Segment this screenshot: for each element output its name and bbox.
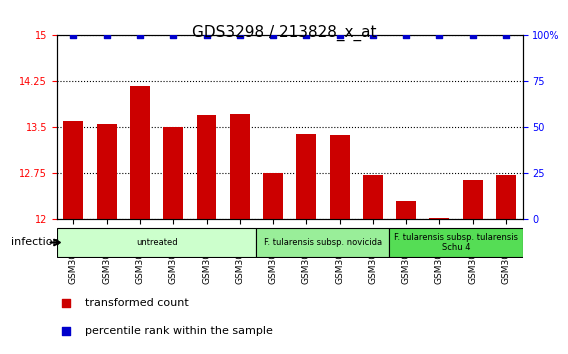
Bar: [329, 135, 349, 219]
Bar: [463, 179, 483, 219]
Point: [368, 33, 377, 38]
Text: transformed count: transformed count: [85, 298, 189, 308]
Text: F. tularensis subsp. tularensis
Schu 4: F. tularensis subsp. tularensis Schu 4: [394, 233, 518, 252]
Text: untreated: untreated: [136, 238, 177, 247]
Point: [335, 33, 344, 38]
Text: infection: infection: [11, 238, 60, 247]
Bar: [429, 218, 449, 219]
Point: [269, 33, 278, 38]
Point: [370, 142, 379, 148]
Text: GDS3298 / 213828_x_at: GDS3298 / 213828_x_at: [192, 25, 376, 41]
Point: [102, 33, 111, 38]
Text: F. tularensis subsp. novicida: F. tularensis subsp. novicida: [264, 238, 382, 247]
Point: [235, 33, 244, 38]
FancyBboxPatch shape: [57, 228, 256, 257]
FancyBboxPatch shape: [256, 228, 390, 257]
Bar: [163, 127, 183, 219]
Point: [169, 33, 178, 38]
Bar: [130, 86, 150, 219]
Point: [435, 33, 444, 38]
Text: percentile rank within the sample: percentile rank within the sample: [85, 326, 273, 336]
Bar: [396, 201, 416, 219]
Point: [302, 33, 311, 38]
Point: [502, 33, 511, 38]
Point: [69, 33, 78, 38]
Point: [135, 33, 144, 38]
Bar: [263, 173, 283, 219]
Bar: [197, 115, 216, 219]
Point: [468, 33, 477, 38]
Bar: [296, 133, 316, 219]
Point: [202, 33, 211, 38]
FancyBboxPatch shape: [390, 228, 523, 257]
Bar: [496, 175, 516, 219]
Bar: [97, 124, 116, 219]
Bar: [363, 175, 383, 219]
Bar: [64, 121, 83, 219]
Point: [402, 33, 411, 38]
Bar: [230, 114, 250, 219]
